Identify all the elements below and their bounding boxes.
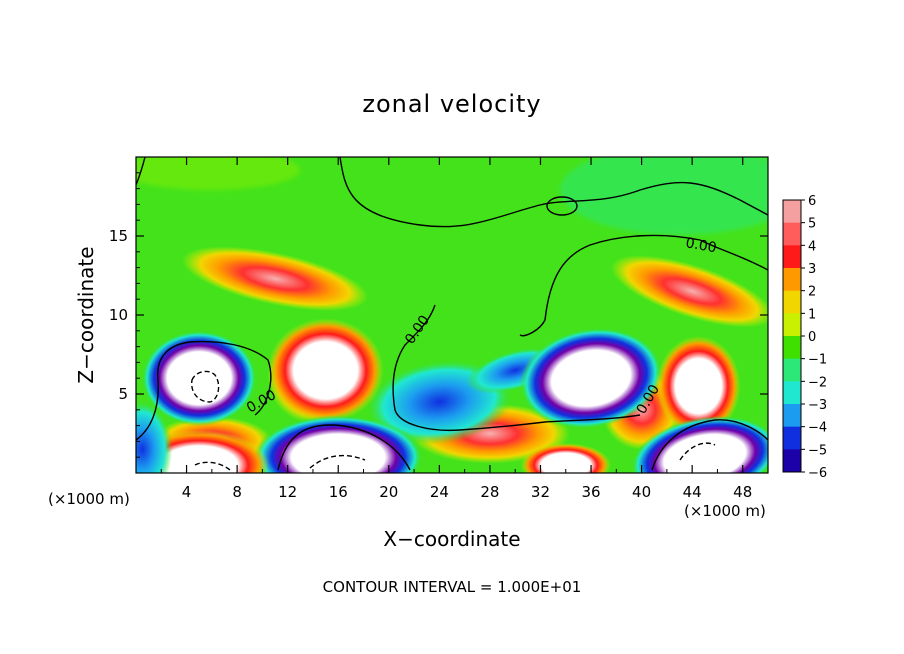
field-feature: [656, 336, 741, 437]
contour-zero: [339, 157, 768, 228]
y-tick-label: 5: [118, 385, 128, 403]
colorbar-label: −6: [808, 466, 827, 481]
colorbar-label: 0: [808, 330, 816, 345]
contour-zero: [277, 424, 411, 471]
x-tick-label: 48: [733, 483, 752, 501]
contour-zero: [136, 340, 272, 441]
colorbar-label: 5: [808, 217, 816, 232]
y-tick-label: 10: [109, 306, 128, 324]
y-axis-label: Z−coordinate: [74, 246, 98, 383]
colorbar-label: 3: [808, 262, 816, 277]
colorbar-swatch: [783, 336, 801, 360]
contour-interval-note: CONTOUR INTERVAL = 1.000E+01: [323, 578, 582, 596]
field-feature: [519, 327, 663, 430]
contour-zero: [392, 304, 641, 432]
colorbar-swatch: [783, 404, 801, 428]
field-feature: [181, 246, 369, 311]
colorbar-label: 1: [808, 307, 816, 322]
contour-neg: [679, 442, 716, 461]
field-region: [560, 157, 768, 235]
field-feature: [520, 443, 611, 473]
x-tick-label: 20: [379, 483, 398, 501]
x-tick-label: 24: [430, 483, 449, 501]
chart-title: zonal velocity: [362, 90, 541, 118]
colorbar-swatch: [783, 222, 801, 246]
colorbar-swatch: [783, 200, 801, 224]
contour-label: 0.00: [684, 235, 717, 256]
field-feature: [267, 318, 384, 423]
colorbar-label: −5: [808, 443, 827, 458]
colorbar: 6 5 4 3 2 1 0 −1 −2 −3 −4 −5 −6: [782, 194, 827, 481]
x-tick-label: 32: [531, 483, 550, 501]
colorbar-label: 4: [808, 239, 816, 254]
field-feature: [630, 415, 768, 473]
x-tick-label: 12: [278, 483, 297, 501]
colorbar-swatch: [783, 313, 801, 337]
x-axis-label: X−coordinate: [383, 527, 520, 551]
colorbar-label: −4: [808, 421, 827, 436]
contour-lines: [136, 157, 768, 471]
contour-zero: [519, 234, 768, 337]
contour-neg: [309, 454, 366, 469]
field-feature: [610, 255, 768, 328]
contour-neg: [194, 461, 231, 471]
colorbar-label: 6: [808, 194, 816, 209]
colorbar-label: −1: [808, 353, 827, 368]
y-axis: 5 10 15: [109, 172, 768, 458]
x-tick-label: 16: [329, 483, 348, 501]
field-feature: [253, 415, 424, 473]
colorbar-label: −3: [808, 398, 827, 413]
plot-area: [136, 157, 768, 473]
colorbar-swatch: [783, 381, 801, 405]
contour-neg: [191, 370, 220, 403]
colorbar-swatch: [783, 358, 801, 382]
field-feature: [141, 330, 258, 427]
x-tick-label: 36: [581, 483, 600, 501]
x-unit-right: (×1000 m): [684, 502, 766, 520]
colorbar-label: −2: [808, 375, 827, 390]
colorbar-swatch: [783, 268, 801, 292]
colorbar-swatch: [783, 426, 801, 450]
colorbar-label: 2: [808, 285, 816, 300]
x-tick-label: 8: [232, 483, 242, 501]
x-tick-label: 4: [182, 483, 192, 501]
field-feature: [136, 399, 173, 473]
contour-zero: [546, 196, 578, 216]
contour-zero: [136, 157, 146, 186]
colorbar-swatch: [783, 245, 801, 269]
colorbar-swatch: [783, 290, 801, 314]
x-tick-label: 44: [683, 483, 702, 501]
x-unit-left: (×1000 m): [48, 490, 130, 508]
contour-zero: [651, 419, 768, 471]
x-tick-label: 28: [480, 483, 499, 501]
x-axis: 4 8 12 16 20 24 28 32 36 40 44 48: [160, 157, 752, 501]
field-region: [136, 157, 300, 190]
colorbar-swatch: [783, 449, 801, 473]
y-tick-label: 15: [109, 227, 128, 245]
x-tick-label: 40: [632, 483, 651, 501]
